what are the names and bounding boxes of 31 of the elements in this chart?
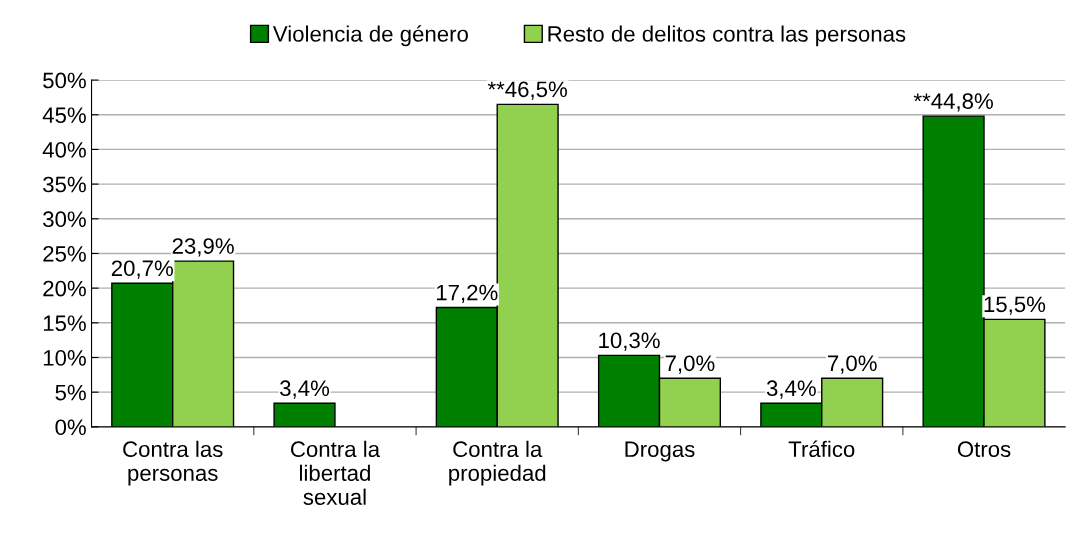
y-tick-label: 35% — [43, 176, 86, 193]
data-label: 17,2% — [436, 284, 498, 304]
data-label: 7,0% — [827, 355, 877, 374]
y-tick-label: 40% — [42, 141, 86, 158]
data-label: 3,4% — [766, 380, 816, 399]
y-tick-label: 15% — [43, 315, 86, 332]
data-label: 15,5% — [984, 296, 1046, 315]
legend-label: Resto de delitos contra las personas — [548, 25, 906, 47]
x-tick-label: Contra la propiedad — [449, 440, 546, 486]
data-label: **44,8% — [913, 93, 993, 112]
data-label: 10,3% — [599, 332, 660, 351]
y-tick-label: 30% — [43, 211, 86, 228]
x-tick-label: Drogas — [625, 441, 695, 462]
x-tick-label: Otros — [957, 441, 1011, 458]
data-label: 20,7% — [111, 260, 173, 279]
bar — [273, 402, 336, 427]
data-label: 7,0% — [665, 355, 715, 374]
y-tick-label: 0% — [55, 419, 86, 436]
y-tick-label: 20% — [43, 280, 86, 297]
data-label: **46,5% — [487, 81, 567, 100]
y-tick-label: 25% — [43, 245, 86, 262]
y-tick-label: 50% — [43, 72, 86, 89]
x-tick-label: Contra las personas — [123, 440, 223, 486]
y-tick-label: 45% — [42, 107, 86, 124]
data-label: 3,4% — [280, 380, 330, 399]
legend-label: Violencia de género — [272, 25, 468, 47]
y-tick-label: 5% — [55, 384, 86, 401]
y-tick-label: 10% — [43, 350, 86, 366]
data-label: 23,9% — [172, 238, 234, 257]
x-tick-label: Tráfico — [788, 440, 855, 458]
x-tick-label: Contra la libertad sexual — [290, 440, 381, 505]
